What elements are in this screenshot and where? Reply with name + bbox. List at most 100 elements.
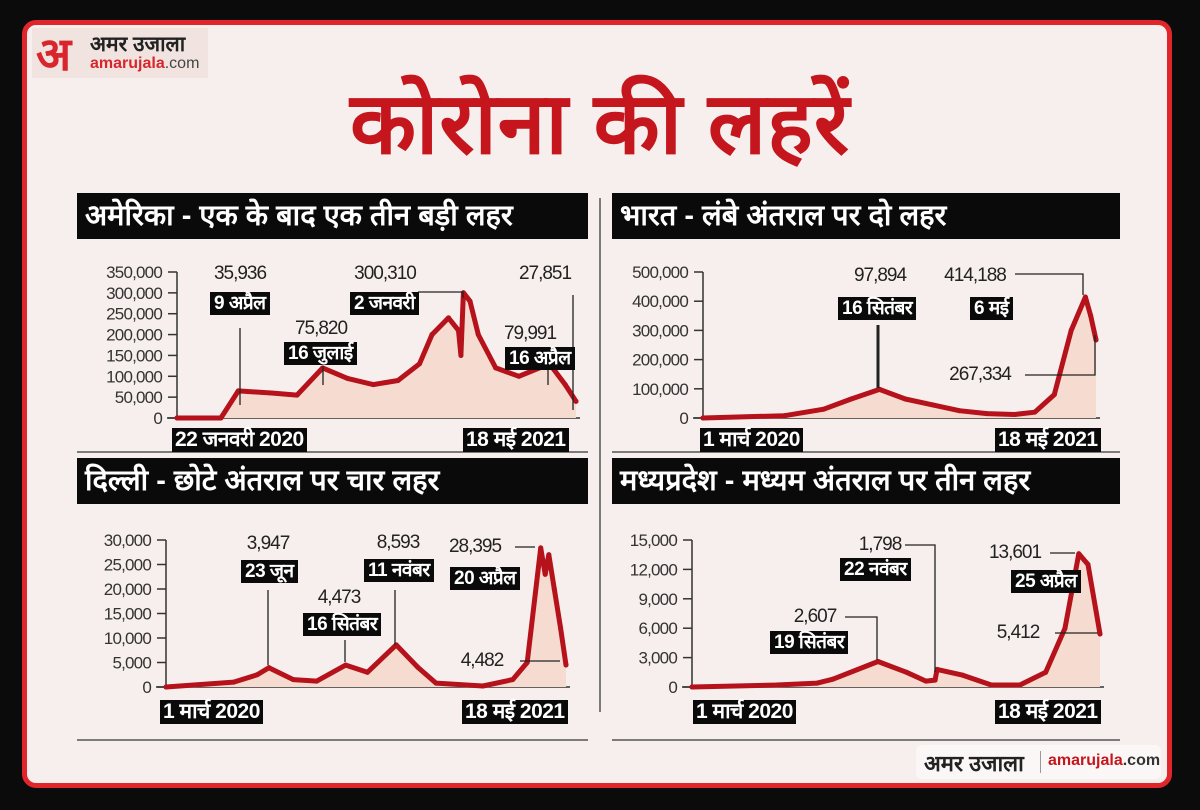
data-point [268, 390, 274, 396]
annotation-date-badge: 22 नवंबर [840, 558, 911, 581]
annotation-date-badge: 16 अप्रैल [505, 347, 575, 370]
annotation-value: 1,798 [858, 534, 903, 555]
data-point [343, 662, 349, 668]
mp-chart: 0 3,000 6,000 9,000 12,000 15,000 [630, 531, 1104, 697]
data-point [542, 571, 548, 577]
y-tick-label: 200,000 [106, 326, 162, 345]
data-point [475, 332, 481, 338]
logo-tld: .com [164, 55, 200, 72]
data-point [516, 373, 522, 379]
data-point [558, 625, 564, 631]
data-point [218, 415, 224, 421]
annotation-value: 3,947 [246, 533, 291, 554]
data-point [467, 298, 473, 304]
india-panel-title: भारत - लंबे अंतराल पर दो लहर [612, 193, 1120, 239]
data-point [984, 411, 990, 417]
leader-line [1015, 273, 1084, 295]
data-point [830, 676, 836, 682]
series-area [166, 547, 566, 687]
series-area [692, 553, 1100, 687]
y-tick-label: 400,000 [632, 292, 688, 311]
data-point [930, 402, 936, 408]
annotation-value: 267,334 [949, 364, 1012, 385]
y-tick-label: 200,000 [632, 351, 688, 370]
logo-site-text: amarujala.com [90, 55, 199, 73]
annotation-value: 4,473 [317, 587, 362, 608]
data-point [902, 396, 908, 402]
data-point [174, 415, 180, 421]
annotation-date-badge: 16 सितंबर [303, 613, 382, 636]
data-point [875, 658, 881, 664]
annotation-value: 13,601 [988, 542, 1042, 563]
y-tick-label: 50,000 [115, 388, 163, 407]
data-point [538, 545, 544, 551]
annotation-value: 97,894 [853, 265, 907, 286]
footer-site-name: amarujala [1048, 752, 1123, 769]
footer-site: amarujala.com [1048, 752, 1160, 770]
annotation-value: 28,395 [448, 536, 502, 557]
series-line [174, 290, 579, 421]
data-point [848, 396, 854, 402]
usa-panel-title: अमेरिका - एक के बाद एक तीन बड़ी लहर [77, 193, 588, 239]
annotation-value: 414,188 [944, 265, 1007, 286]
y-tick-label: 0 [679, 409, 688, 428]
data-point [458, 352, 464, 358]
logo-mark: अ [36, 27, 72, 81]
data-point [370, 382, 376, 388]
x-start-label: 1 मार्च 2020 [700, 428, 803, 452]
data-point [821, 406, 827, 412]
y-tick-label: 9,000 [638, 590, 677, 609]
delhi-panel-title: दिल्ली - छोटे अंतराल पर चार लहर [77, 458, 588, 504]
data-point [314, 678, 320, 684]
y-tick-label: 100,000 [106, 367, 162, 386]
data-point [510, 677, 516, 683]
y-tick-label: 0 [142, 678, 151, 697]
annotation-date-badge: 25 अप्रैल [1011, 570, 1081, 593]
annotation-date-badge: 16 सितंबर [838, 297, 917, 320]
y-tick-label: 12,000 [630, 560, 678, 579]
page-title: कोरोना की लहरें [349, 76, 851, 172]
data-point [1082, 294, 1088, 300]
india-chart: 0 100,000 200,000 300,000 400,000 500,000 [632, 263, 1100, 428]
data-point [1032, 409, 1038, 415]
footer-separator [1040, 751, 1041, 773]
data-point [546, 552, 552, 558]
logo-site: amarujala [90, 55, 165, 72]
data-point [923, 678, 929, 684]
data-point [932, 677, 938, 683]
data-point [455, 327, 461, 333]
data-point [429, 332, 435, 338]
data-point [415, 664, 421, 670]
data-point [573, 398, 579, 404]
data-point [563, 662, 569, 668]
y-tick-label: 3,000 [638, 649, 677, 668]
x-end-label: 18 मई 2021 [995, 700, 1101, 724]
data-point [1017, 682, 1023, 688]
data-point [877, 386, 883, 392]
annotation-value: 27,851 [518, 263, 572, 284]
data-point [1043, 669, 1049, 675]
data-point [480, 683, 486, 689]
footer-brand: अमर उजाला amarujala.com [916, 745, 1161, 779]
data-point [782, 413, 788, 419]
x-end-label: 18 मई 2021 [995, 428, 1101, 452]
y-tick-label: 10,000 [104, 629, 152, 648]
leader-line [1025, 335, 1096, 376]
y-tick-label: 20,000 [104, 580, 152, 599]
data-point [988, 682, 994, 688]
data-point [1085, 562, 1091, 567]
y-tick-label: 25,000 [104, 556, 152, 575]
y-tick-label: 300,000 [106, 284, 162, 303]
data-point [904, 669, 910, 675]
data-point [956, 408, 962, 414]
annotation-value: 5,412 [996, 622, 1041, 643]
annotation-date-badge: 23 जून [241, 560, 298, 583]
series-area [177, 292, 576, 418]
data-point [1011, 411, 1017, 417]
leader-line [845, 616, 878, 660]
y-tick-label: 6,000 [638, 619, 677, 638]
annotation-value: 2,607 [793, 606, 838, 627]
annotation-date-badge: 2 जनवरी [350, 292, 419, 315]
data-point [364, 669, 370, 675]
